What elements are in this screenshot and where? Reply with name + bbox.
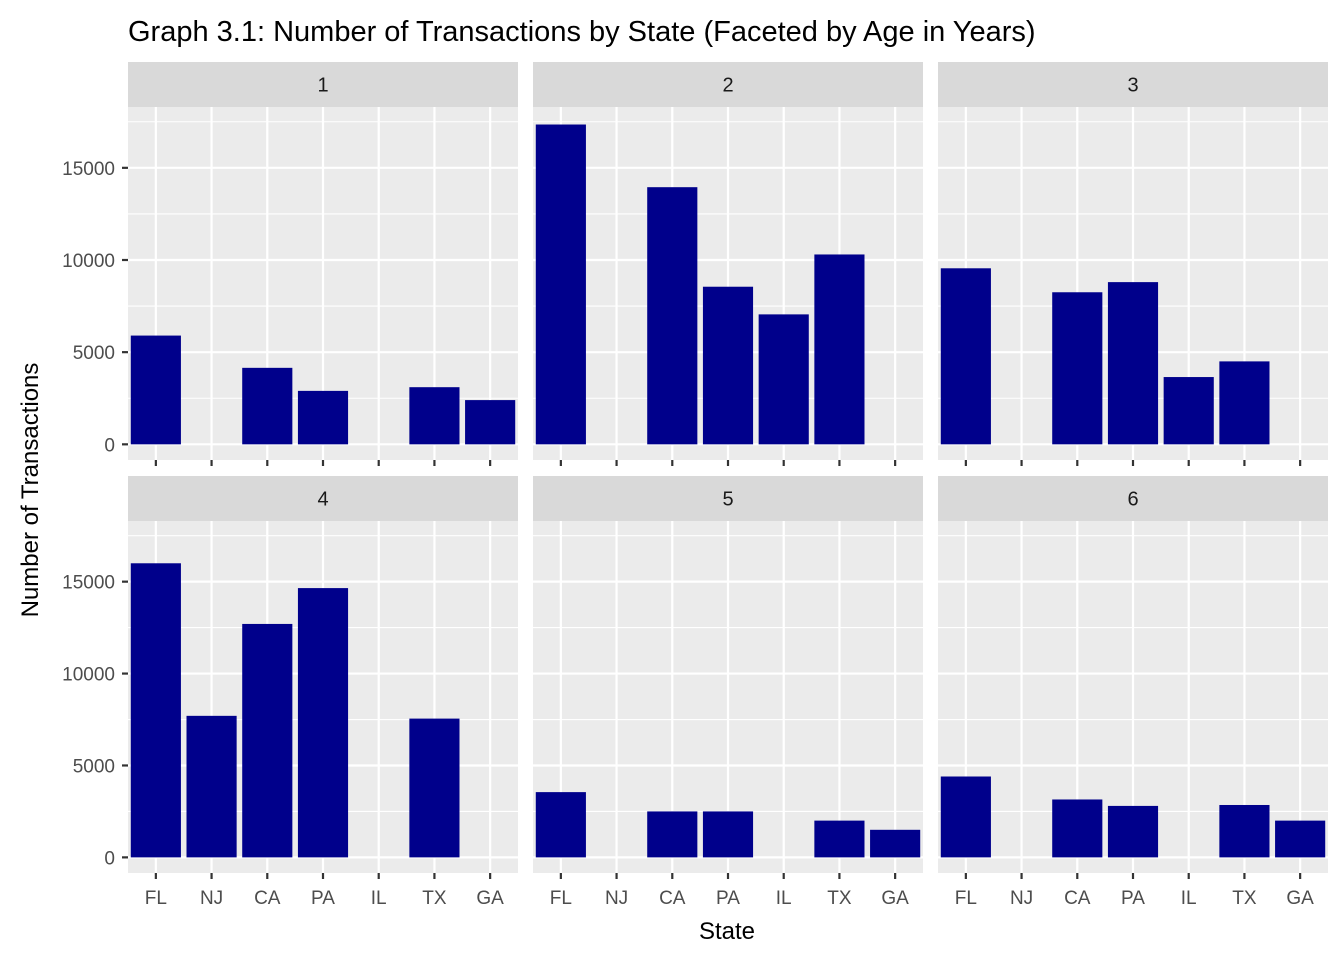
x-tick-label: CA [659,888,686,909]
facet-strip-label: 5 [722,489,733,511]
x-axis-title: State [699,918,755,945]
bar-3-PA [1107,282,1159,445]
bar-2-IL [758,314,809,445]
bar-5-FL [535,792,586,858]
facet-strip [533,62,923,107]
bar-1-TX [409,387,460,445]
y-axis-title: Number of Transactions [17,363,44,618]
facet-strip-label: 1 [317,75,328,97]
facet-panel-3: 3 [938,62,1328,460]
bar-3-IL [1163,377,1214,445]
bar-6-TX [1219,804,1270,858]
facet-strip [938,476,1328,521]
y-tick-label: 0 [104,848,115,869]
bar-4-TX [409,718,460,858]
x-tick-label: FL [550,888,572,909]
x-tick-label: IL [1181,888,1197,909]
bar-1-CA [242,367,293,445]
facet-panel-4: 4 [128,476,518,873]
facet-strip [128,62,518,107]
x-tick-label: TX [1232,888,1257,909]
bar-6-GA [1275,820,1326,858]
x-tick-label: NJ [200,888,223,909]
facet-strip [533,476,923,521]
x-tick-label: IL [371,888,387,909]
bar-2-CA [647,187,698,445]
bar-3-CA [1052,292,1103,445]
x-tick-label: PA [311,888,335,909]
x-tick-label: TX [827,888,852,909]
y-tick-label: 10000 [62,251,115,272]
x-tick-label: CA [254,888,281,909]
x-tick-label: TX [422,888,447,909]
x-tick-label: PA [716,888,740,909]
y-tick-label: 15000 [62,159,115,180]
facet-strip-label: 3 [1127,75,1138,97]
bar-2-PA [702,286,754,445]
facet-panels: 1 2 3 4 5 6 [128,62,1328,873]
facet-strip-label: 6 [1127,489,1138,511]
x-tick-label: IL [776,888,792,909]
bar-5-PA [702,811,754,858]
x-tick-label: NJ [1010,888,1033,909]
chart-title: Graph 3.1: Number of Transactions by Sta… [128,16,1036,48]
bar-5-GA [870,829,921,858]
bar-4-FL [130,563,181,858]
x-tick-label: CA [1064,888,1091,909]
bar-1-GA [465,400,516,445]
bar-5-TX [814,820,865,858]
y-axis-bottom-row: 0 5000 10000 15000 [62,573,128,869]
y-tick-label: 10000 [62,665,115,686]
x-tick-label: GA [476,888,504,909]
bar-6-CA [1052,799,1103,858]
x-tick-label: NJ [605,888,628,909]
facet-panel-6: 6 [938,476,1328,873]
y-tick-label: 5000 [73,756,115,777]
x-tick-label: GA [1286,888,1314,909]
x-axes: FL NJ CA PA IL TX GA FL NJ CA PA IL TX GA FL NJ CA PA IL TX… [145,460,1314,909]
y-tick-label: 0 [104,435,115,456]
bar-4-PA [297,588,349,858]
bar-5-CA [647,811,698,858]
x-tick-label: FL [145,888,167,909]
bar-2-TX [814,254,865,445]
facet-panel-2: 2 [533,62,923,460]
bar-6-FL [940,776,991,858]
bar-6-PA [1107,805,1159,858]
facet-strip-label: 4 [317,489,328,511]
bar-1-PA [297,390,349,445]
x-tick-label: GA [881,888,909,909]
x-tick-label: FL [955,888,977,909]
bar-3-TX [1219,361,1270,445]
bar-4-CA [242,623,293,858]
y-tick-label: 5000 [73,343,115,364]
bar-2-FL [535,124,586,445]
bar-1-FL [130,335,181,445]
y-axis-top-row: 0 5000 10000 15000 [62,159,128,456]
y-tick-label: 15000 [62,573,115,594]
facet-panel-1: 1 [128,62,518,460]
facet-strip [128,476,518,521]
facet-strip [938,62,1328,107]
facet-panel-5: 5 [533,476,923,873]
bar-3-FL [940,268,991,445]
bar-4-NJ [186,715,237,858]
facet-strip-label: 2 [722,75,733,97]
x-tick-label: PA [1121,888,1145,909]
